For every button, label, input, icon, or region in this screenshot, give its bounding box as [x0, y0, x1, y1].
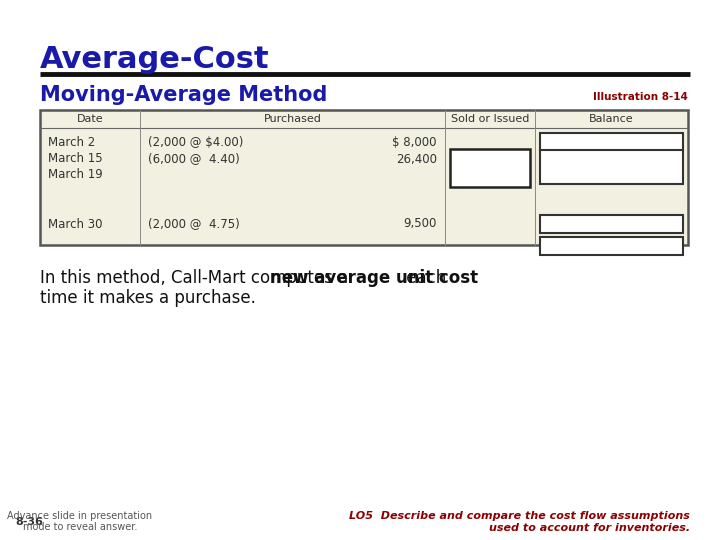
Text: March 19: March 19 — [48, 168, 103, 181]
Text: Advance slide in presentation: Advance slide in presentation — [7, 511, 153, 521]
Text: time it makes a purchase.: time it makes a purchase. — [40, 289, 256, 307]
Bar — [540, 237, 683, 255]
Text: new average unit cost: new average unit cost — [270, 269, 478, 287]
Text: Balance: Balance — [589, 114, 634, 124]
Text: Sold or Issued: Sold or Issued — [451, 114, 529, 124]
Text: March 15: March 15 — [48, 152, 103, 165]
Text: $ 8,000: $ 8,000 — [392, 136, 437, 148]
Text: used to account for inventories.: used to account for inventories. — [489, 523, 690, 533]
Text: Moving-Average Method: Moving-Average Method — [40, 85, 328, 105]
Text: 26,400: 26,400 — [396, 152, 437, 165]
Text: (2,000 @  4.75): (2,000 @ 4.75) — [148, 218, 240, 231]
Text: 9,500: 9,500 — [404, 218, 437, 231]
Text: In this method, Call-Mart computes a: In this method, Call-Mart computes a — [40, 269, 354, 287]
Bar — [540, 133, 683, 151]
Text: Average-Cost: Average-Cost — [40, 45, 269, 74]
Text: 8-36: 8-36 — [15, 517, 43, 527]
Text: each: each — [401, 269, 446, 287]
Bar — [540, 215, 683, 233]
Text: (2,000 @ $4.00): (2,000 @ $4.00) — [148, 136, 243, 148]
Bar — [540, 150, 683, 184]
Bar — [450, 149, 530, 187]
Text: March 30: March 30 — [48, 218, 102, 231]
Text: (6,000 @  4.40): (6,000 @ 4.40) — [148, 152, 240, 165]
Text: mode to reveal answer.: mode to reveal answer. — [23, 522, 138, 532]
Text: Illustration 8-14: Illustration 8-14 — [593, 92, 688, 102]
Bar — [40, 110, 688, 245]
Text: March 2: March 2 — [48, 136, 95, 148]
Text: Date: Date — [77, 114, 103, 124]
Text: LO5  Describe and compare the cost flow assumptions: LO5 Describe and compare the cost flow a… — [349, 511, 690, 521]
Text: Purchased: Purchased — [264, 114, 321, 124]
